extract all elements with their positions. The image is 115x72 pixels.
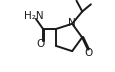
Text: N: N (67, 18, 75, 28)
Text: O: O (84, 48, 92, 58)
Text: O: O (36, 39, 44, 49)
Text: H₂N: H₂N (24, 11, 43, 21)
